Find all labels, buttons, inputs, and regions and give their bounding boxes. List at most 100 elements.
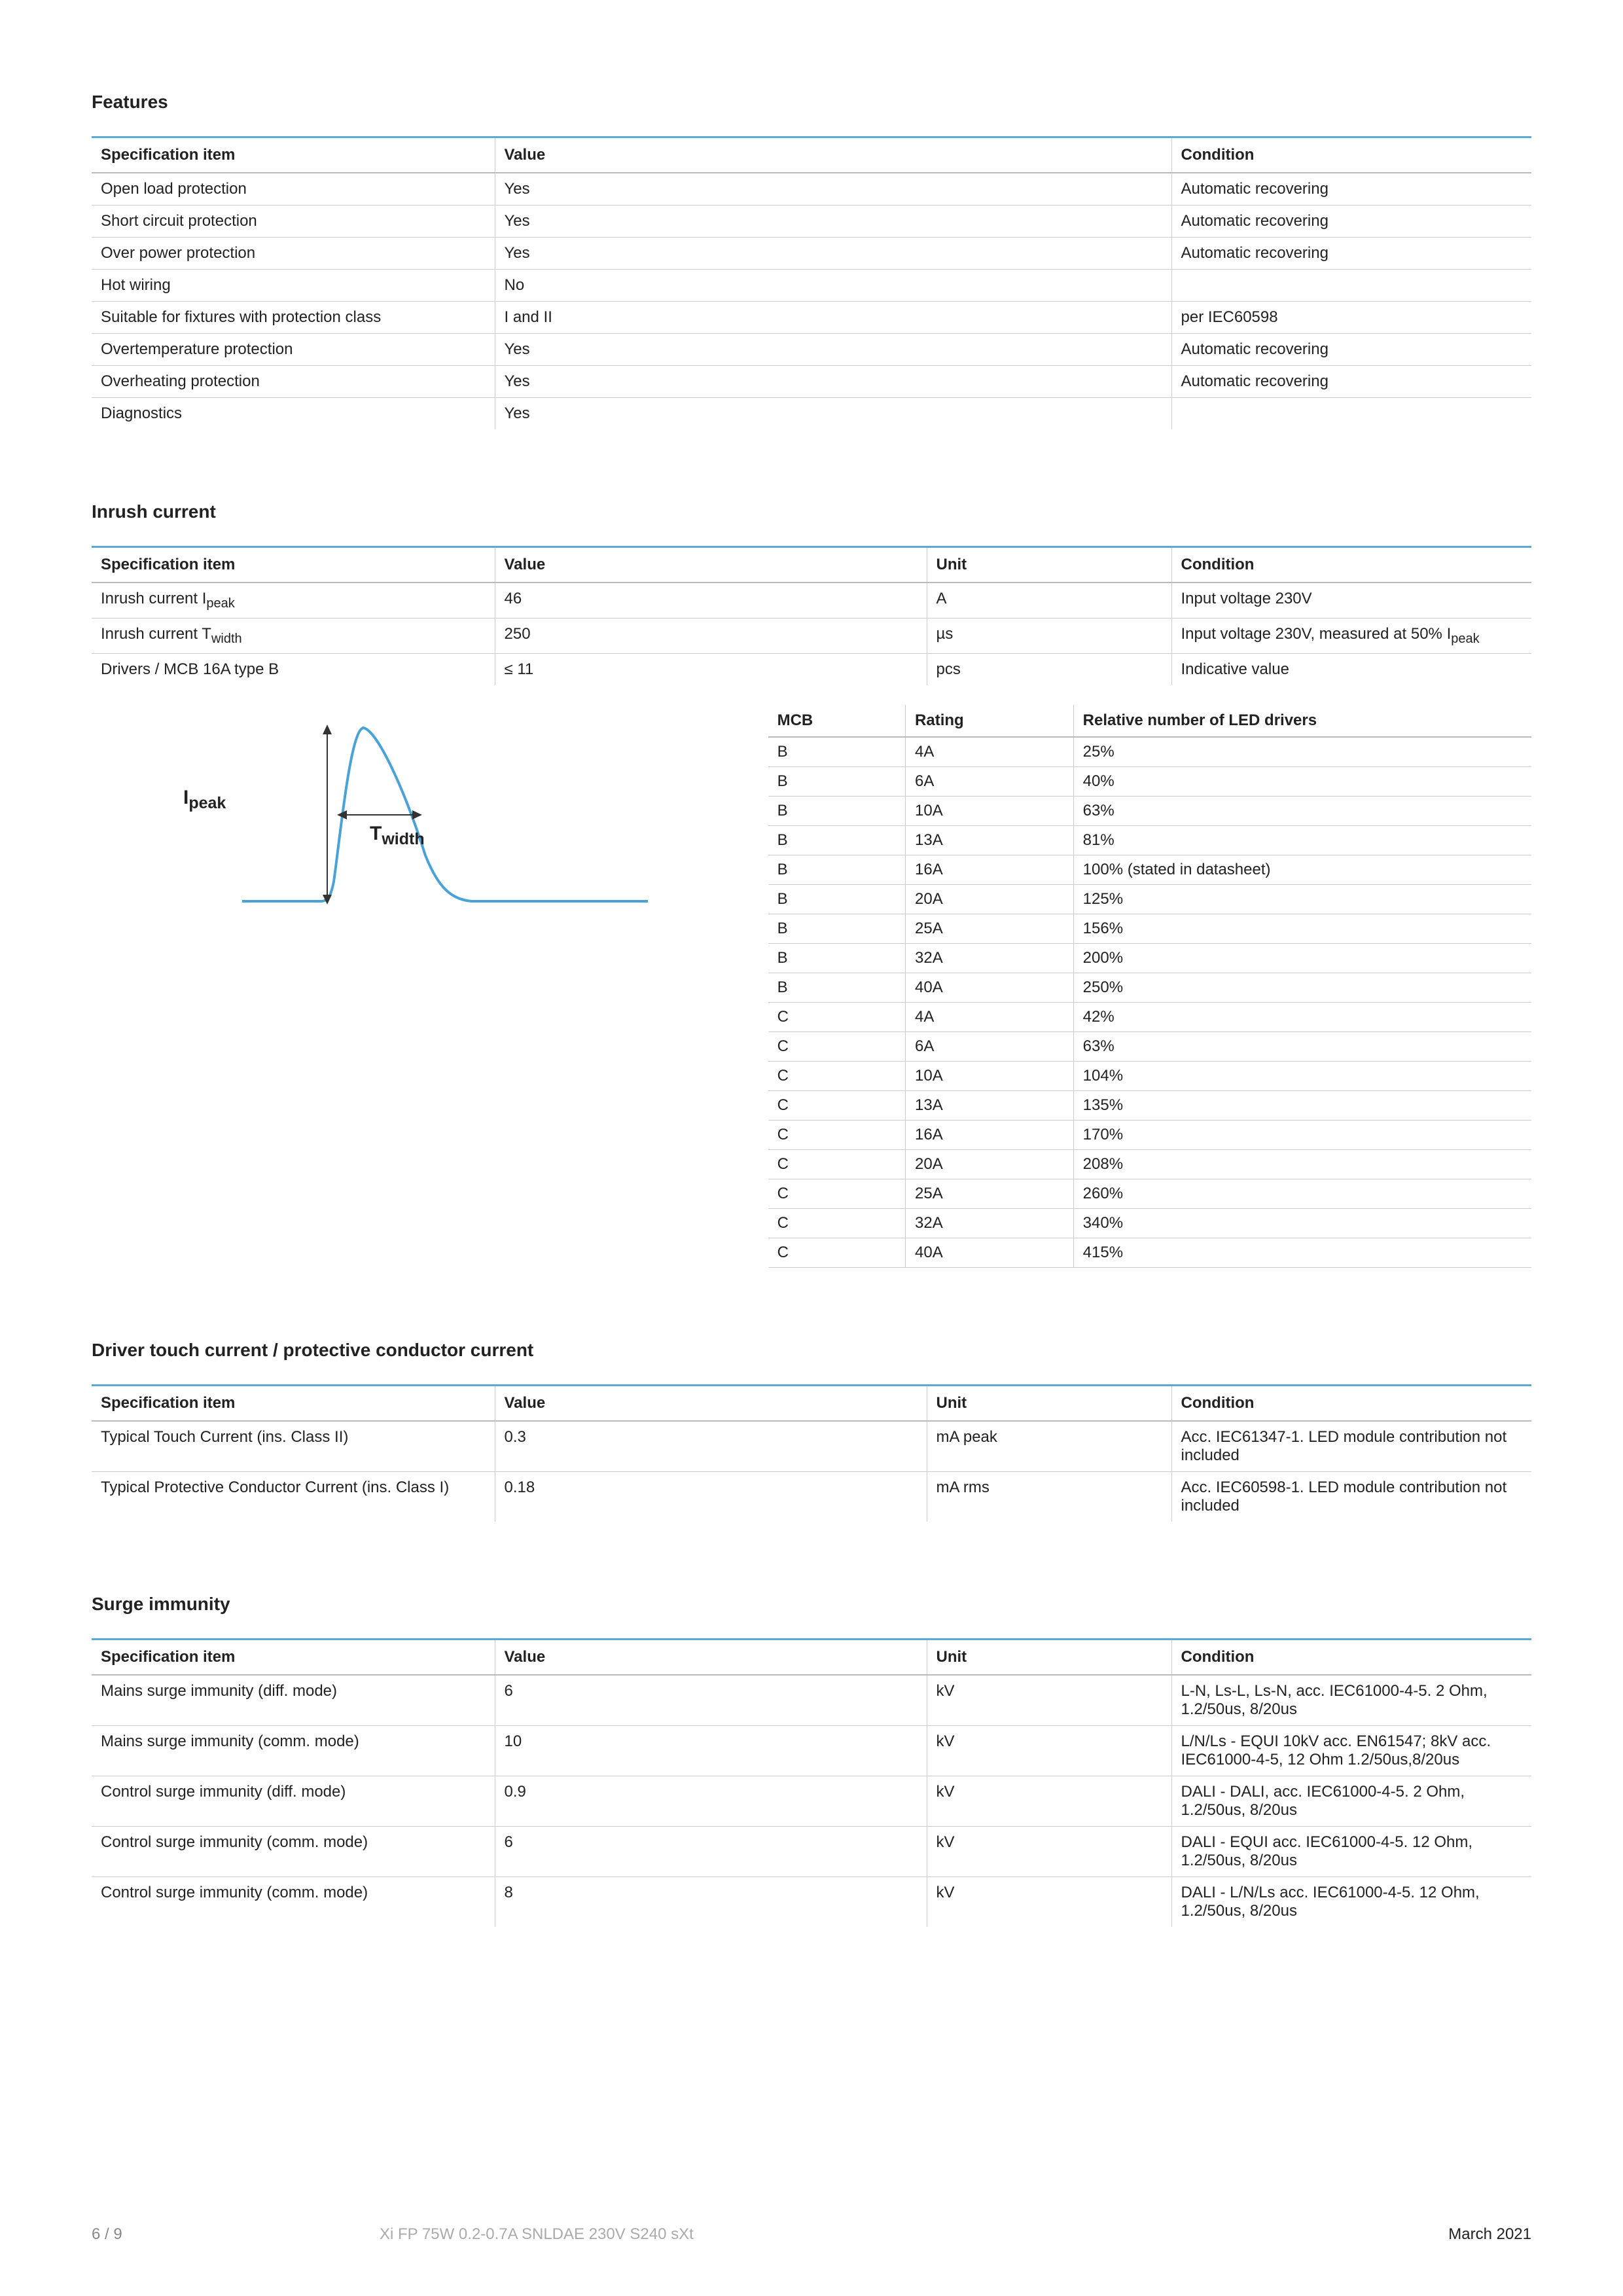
table-cell: B	[768, 884, 906, 914]
table-row: B40A250%	[768, 973, 1531, 1002]
table-row: DiagnosticsYes	[92, 398, 1531, 430]
table-row: Drivers / MCB 16A type B≤ 11pcsIndicativ…	[92, 653, 1531, 685]
mcb-table-container: MCB Rating Relative number of LED driver…	[768, 705, 1531, 1268]
table-cell: kV	[927, 1675, 1171, 1726]
table-row: B6A40%	[768, 766, 1531, 796]
table-cell: 25A	[906, 914, 1074, 943]
table-row: C10A104%	[768, 1061, 1531, 1090]
table-cell: µs	[927, 618, 1171, 653]
table-cell: Overheating protection	[92, 366, 495, 398]
table-cell: Over power protection	[92, 238, 495, 270]
th: Value	[495, 1640, 927, 1675]
table-cell: 10	[495, 1725, 927, 1776]
section-title-features: Features	[92, 92, 1531, 113]
th: Unit	[927, 548, 1171, 583]
table-cell: I and II	[495, 302, 1171, 334]
table-cell: 8	[495, 1876, 927, 1927]
table-cell: 40%	[1073, 766, 1531, 796]
page-footer: 6 / 9 Xi FP 75W 0.2-0.7A SNLDAE 230V S24…	[92, 2225, 1531, 2244]
table-cell: A	[927, 583, 1171, 618]
table-row: Typical Protective Conductor Current (in…	[92, 1471, 1531, 1522]
inrush-curve-path	[242, 728, 648, 901]
table-cell: Yes	[495, 398, 1171, 430]
table-cell: C	[768, 1002, 906, 1031]
th: Value	[495, 548, 927, 583]
section-title-touch: Driver touch current / protective conduc…	[92, 1340, 1531, 1361]
th: Condition	[1171, 138, 1531, 173]
table-cell: B	[768, 737, 906, 767]
table-cell: Automatic recovering	[1171, 334, 1531, 366]
section-touch-current: Driver touch current / protective conduc…	[92, 1340, 1531, 1522]
footer-page: 6 / 9	[92, 2225, 122, 2244]
table-row: C16A170%	[768, 1120, 1531, 1149]
table-cell: 0.9	[495, 1776, 927, 1826]
table-cell: Acc. IEC60598-1. LED module contribution…	[1171, 1471, 1531, 1522]
th: Condition	[1171, 1640, 1531, 1675]
table-cell: Indicative value	[1171, 653, 1531, 685]
table-cell: Input voltage 230V, measured at 50% Ipea…	[1171, 618, 1531, 653]
table-cell: mA peak	[927, 1421, 1171, 1472]
th: Value	[495, 138, 1171, 173]
th: Unit	[927, 1386, 1171, 1421]
table-row: Short circuit protectionYesAutomatic rec…	[92, 206, 1531, 238]
table-cell: 415%	[1073, 1238, 1531, 1267]
table-cell: 25%	[1073, 737, 1531, 767]
table-row: C6A63%	[768, 1031, 1531, 1061]
th: Condition	[1171, 1386, 1531, 1421]
table-cell: Suitable for fixtures with protection cl…	[92, 302, 495, 334]
table-cell: C	[768, 1061, 906, 1090]
table-cell: 208%	[1073, 1149, 1531, 1179]
table-cell: B	[768, 766, 906, 796]
table-cell: 10A	[906, 796, 1074, 825]
table-cell: 104%	[1073, 1061, 1531, 1090]
table-row: Open load protectionYesAutomatic recover…	[92, 173, 1531, 206]
table-cell: Typical Touch Current (ins. Class II)	[92, 1421, 495, 1472]
th: Specification item	[92, 1640, 495, 1675]
table-cell: 6	[495, 1675, 927, 1726]
table-cell: 40A	[906, 973, 1074, 1002]
table-cell: Control surge immunity (diff. mode)	[92, 1776, 495, 1826]
inrush-curve-svg	[223, 705, 681, 927]
footer-date: March 2021	[1448, 2225, 1531, 2244]
table-mcb: MCB Rating Relative number of LED driver…	[768, 705, 1531, 1268]
table-cell: C	[768, 1179, 906, 1208]
table-row: Inrush current Twidth250µsInput voltage …	[92, 618, 1531, 653]
table-cell: Typical Protective Conductor Current (in…	[92, 1471, 495, 1522]
table-cell: 170%	[1073, 1120, 1531, 1149]
table-row: Mains surge immunity (diff. mode)6kVL-N,…	[92, 1675, 1531, 1726]
table-cell: 0.3	[495, 1421, 927, 1472]
table-cell: 10A	[906, 1061, 1074, 1090]
table-cell: C	[768, 1149, 906, 1179]
table-cell: 156%	[1073, 914, 1531, 943]
table-cell	[1171, 270, 1531, 302]
table-cell: Yes	[495, 334, 1171, 366]
table-row: C40A415%	[768, 1238, 1531, 1267]
table-cell: Yes	[495, 366, 1171, 398]
table-cell: kV	[927, 1876, 1171, 1927]
table-cell: Drivers / MCB 16A type B	[92, 653, 495, 685]
twidth-label: Twidth	[370, 823, 425, 849]
table-cell: Overtemperature protection	[92, 334, 495, 366]
table-cell: 250%	[1073, 973, 1531, 1002]
section-title-inrush: Inrush current	[92, 501, 1531, 522]
table-cell: C	[768, 1090, 906, 1120]
table-cell: Yes	[495, 206, 1171, 238]
table-row: Over power protectionYesAutomatic recove…	[92, 238, 1531, 270]
table-cell: B	[768, 825, 906, 855]
table-row: Typical Touch Current (ins. Class II)0.3…	[92, 1421, 1531, 1472]
table-cell: C	[768, 1031, 906, 1061]
table-cell: Control surge immunity (comm. mode)	[92, 1826, 495, 1876]
table-cell: DALI - DALI, acc. IEC61000-4-5. 2 Ohm, 1…	[1171, 1776, 1531, 1826]
th: Condition	[1171, 548, 1531, 583]
table-cell: DALI - EQUI acc. IEC61000-4-5. 12 Ohm, 1…	[1171, 1826, 1531, 1876]
table-cell: 40A	[906, 1238, 1074, 1267]
table-cell: Automatic recovering	[1171, 366, 1531, 398]
table-row: C32A340%	[768, 1208, 1531, 1238]
table-row: Hot wiringNo	[92, 270, 1531, 302]
table-cell: B	[768, 943, 906, 973]
th: MCB	[768, 705, 906, 737]
table-cell: 32A	[906, 943, 1074, 973]
table-row: Suitable for fixtures with protection cl…	[92, 302, 1531, 334]
table-row: Overheating protectionYesAutomatic recov…	[92, 366, 1531, 398]
table-cell: Mains surge immunity (diff. mode)	[92, 1675, 495, 1726]
